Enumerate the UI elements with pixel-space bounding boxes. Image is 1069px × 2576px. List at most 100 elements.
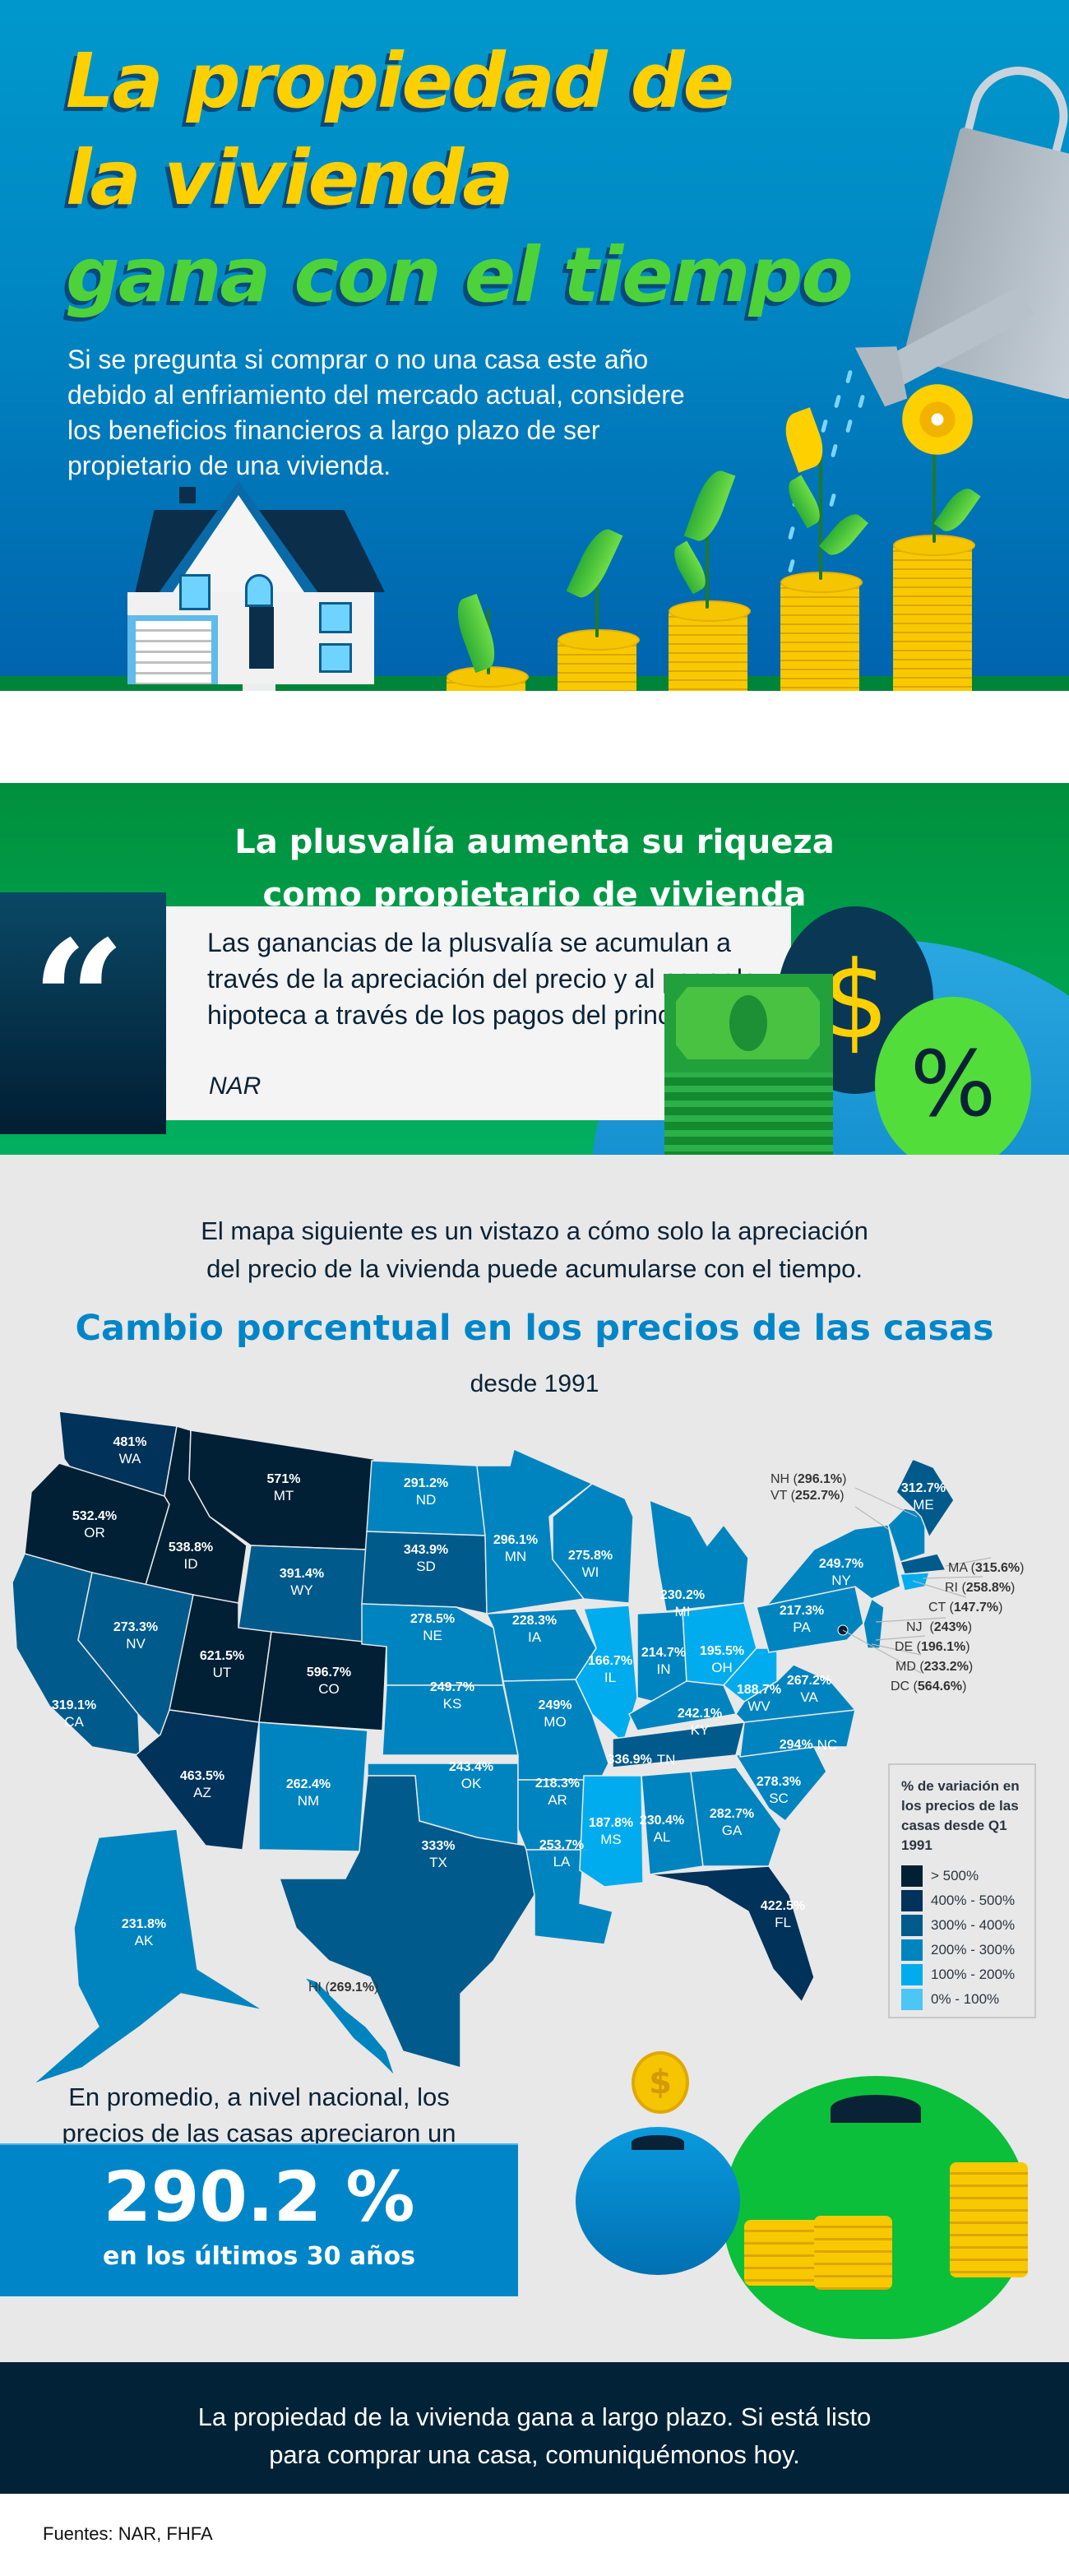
state-KY <box>628 1680 738 1731</box>
legend-swatch <box>901 1989 923 2010</box>
hero-title-line-2: la vivienda <box>66 134 513 222</box>
map-section: El mapa siguiente es un vistazo a cómo s… <box>0 1155 1069 2362</box>
state-label-TN: 336.9% TN <box>607 1752 676 1768</box>
callout-NH: NH (296.1%) <box>771 1472 847 1486</box>
state-label-WY: 391.4% WY <box>279 1567 325 1598</box>
state-WV <box>722 1647 778 1703</box>
average-value: 290.2 % <box>103 2157 415 2237</box>
state-label-KS: 249.7% KS <box>429 1680 475 1712</box>
cta-section: La propiedad de la vivienda gana a largo… <box>0 2362 1069 2494</box>
state-label-WA: 481% WA <box>113 1435 147 1466</box>
percent-sign-icon: % <box>875 997 1031 1155</box>
state-VT-NH <box>887 1508 926 1563</box>
callout-leader-lines <box>842 1487 992 1674</box>
state-SD <box>361 1531 488 1615</box>
legend-item: 200% - 300% <box>901 1938 1023 1962</box>
state-CO <box>258 1631 387 1731</box>
map-intro-text: El mapa siguiente es un vistazo a cómo s… <box>201 1216 868 1283</box>
map-title: Cambio porcentual en los precios de las … <box>75 1308 994 1349</box>
callout-MD: MD (233.2%) <box>895 1660 974 1674</box>
state-label-OR: 532.4% OR <box>72 1509 118 1541</box>
legend-item: 100% - 200% <box>901 1962 1023 1987</box>
state-NJ <box>863 1597 885 1649</box>
state-label-NC: 294% NC <box>779 1737 838 1753</box>
callout-MA: MA (315.6%) <box>948 1561 1025 1575</box>
callout-RI: RI (258.8%) <box>945 1581 1016 1595</box>
state-label-PA: 217.3% PA <box>779 1604 825 1635</box>
us-choropleth-map <box>12 1411 992 2085</box>
legend-item: 300% - 400% <box>901 1913 1023 1938</box>
legend-swatch <box>901 1915 923 1936</box>
state-label-AR: 218.3% AR <box>534 1777 581 1808</box>
callout-DC: DC (564.6%) <box>891 1679 967 1693</box>
sources-text: Fuentes: NAR, FHFA <box>43 2523 213 2544</box>
state-label-WV: 188.7% WV <box>736 1683 782 1714</box>
cta-text: La propiedad de la vivienda gana a largo… <box>197 2402 872 2469</box>
state-WI <box>552 1483 634 1604</box>
quote-mark-icon: “ <box>31 905 127 1098</box>
state-label-IL: 166.7% IL <box>587 1654 633 1685</box>
hero-title: La propiedad de la vivienda gana con el … <box>66 33 854 324</box>
legend-item: > 500% <box>901 1864 1023 1888</box>
state-label-MS: 187.8% MS <box>588 1816 634 1847</box>
state-label-MO: 249% MO <box>538 1698 572 1730</box>
hero-section: La propiedad de la vivienda gana con el … <box>0 0 1069 691</box>
state-label-NM: 262.4% NM <box>285 1777 331 1809</box>
quote-sidebar <box>0 892 166 1134</box>
state-label-ID: 538.8% ID <box>168 1541 214 1572</box>
coin-dollar-icon: $ <box>632 2051 689 2114</box>
state-NY <box>756 1524 901 1608</box>
state-label-UT: 621.5% UT <box>199 1649 245 1680</box>
state-label-ME: 312.7% ME <box>900 1481 946 1513</box>
legend-swatch <box>901 1865 923 1887</box>
state-label-OK: 243.4% OK <box>448 1760 494 1791</box>
footer: Fuentes: NAR, FHFA <box>0 2494 1069 2576</box>
house-icon <box>107 481 386 684</box>
legend-swatch <box>901 1939 923 1961</box>
state-label-AK: 231.8% AK <box>121 1917 167 1948</box>
quote-source: NAR <box>209 1073 261 1100</box>
state-MS <box>579 1775 644 1888</box>
state-label-NY: 249.7% NY <box>818 1557 864 1588</box>
state-label-FL: 422.5% FL <box>760 1899 806 1930</box>
state-label-MI: 230.2% MI <box>659 1588 706 1619</box>
hero-title-line-3: gana con el tiempo <box>66 231 854 319</box>
state-label-OH: 195.5% OH <box>699 1644 745 1675</box>
state-label-MN: 296.1% MN <box>493 1533 539 1564</box>
state-VA <box>735 1664 857 1723</box>
state-label-LA: 253.7% LA <box>539 1838 585 1869</box>
state-label-AZ: 463.5% AZ <box>179 1769 225 1800</box>
state-label-SC: 278.3% SC <box>756 1775 802 1806</box>
state-label-AL: 230.4% AL <box>639 1814 685 1845</box>
state-HI <box>302 1976 396 2077</box>
legend-swatch <box>901 1964 923 1985</box>
average-highlight-box: 290.2 % en los últimos 30 años <box>0 2143 518 2296</box>
state-label-VA: 267.2% VA <box>786 1674 832 1705</box>
legend-swatch <box>901 1890 923 1911</box>
state-label-SD: 343.9% SD <box>403 1543 449 1574</box>
state-GA <box>690 1767 782 1867</box>
average-intro-text: En promedio, a nivel nacional, los preci… <box>62 2083 456 2147</box>
state-label-TX: 333% TX <box>421 1839 456 1870</box>
callout-DE: DE (196.1%) <box>895 1640 970 1654</box>
state-NV <box>77 1572 194 1749</box>
legend-item: 0% - 100% <box>901 1987 1023 2012</box>
state-label-ND: 291.2% ND <box>403 1476 449 1508</box>
callout-NJ: NJ (243%) <box>906 1620 973 1634</box>
state-FL <box>649 1865 815 2004</box>
state-label-NE: 278.5% NE <box>410 1612 456 1643</box>
state-label-CO: 596.7% CO <box>306 1666 352 1697</box>
state-label-IA: 228.3% IA <box>511 1614 558 1645</box>
state-MN <box>476 1448 594 1615</box>
hero-intro-text: Si se pregunta si comprar o no una casa … <box>67 345 685 480</box>
legend-title: % de variación en los precios de las cas… <box>901 1778 1020 1853</box>
legend-item: 400% - 500% <box>901 1888 1023 1913</box>
state-TX <box>278 1775 535 2069</box>
state-label-KY: 242.1% KY <box>677 1707 723 1738</box>
state-label-GA: 282.7% GA <box>709 1807 755 1838</box>
map-legend: % de variación en los precios de las cas… <box>888 1763 1036 2018</box>
equity-title-line-1: La plusvalía aumenta su riqueza <box>234 823 835 861</box>
map-subtitle: desde 1991 <box>470 1370 599 1397</box>
state-label-NV: 273.3% NV <box>113 1620 159 1652</box>
callout-VT: VT (252.7%) <box>771 1489 845 1503</box>
